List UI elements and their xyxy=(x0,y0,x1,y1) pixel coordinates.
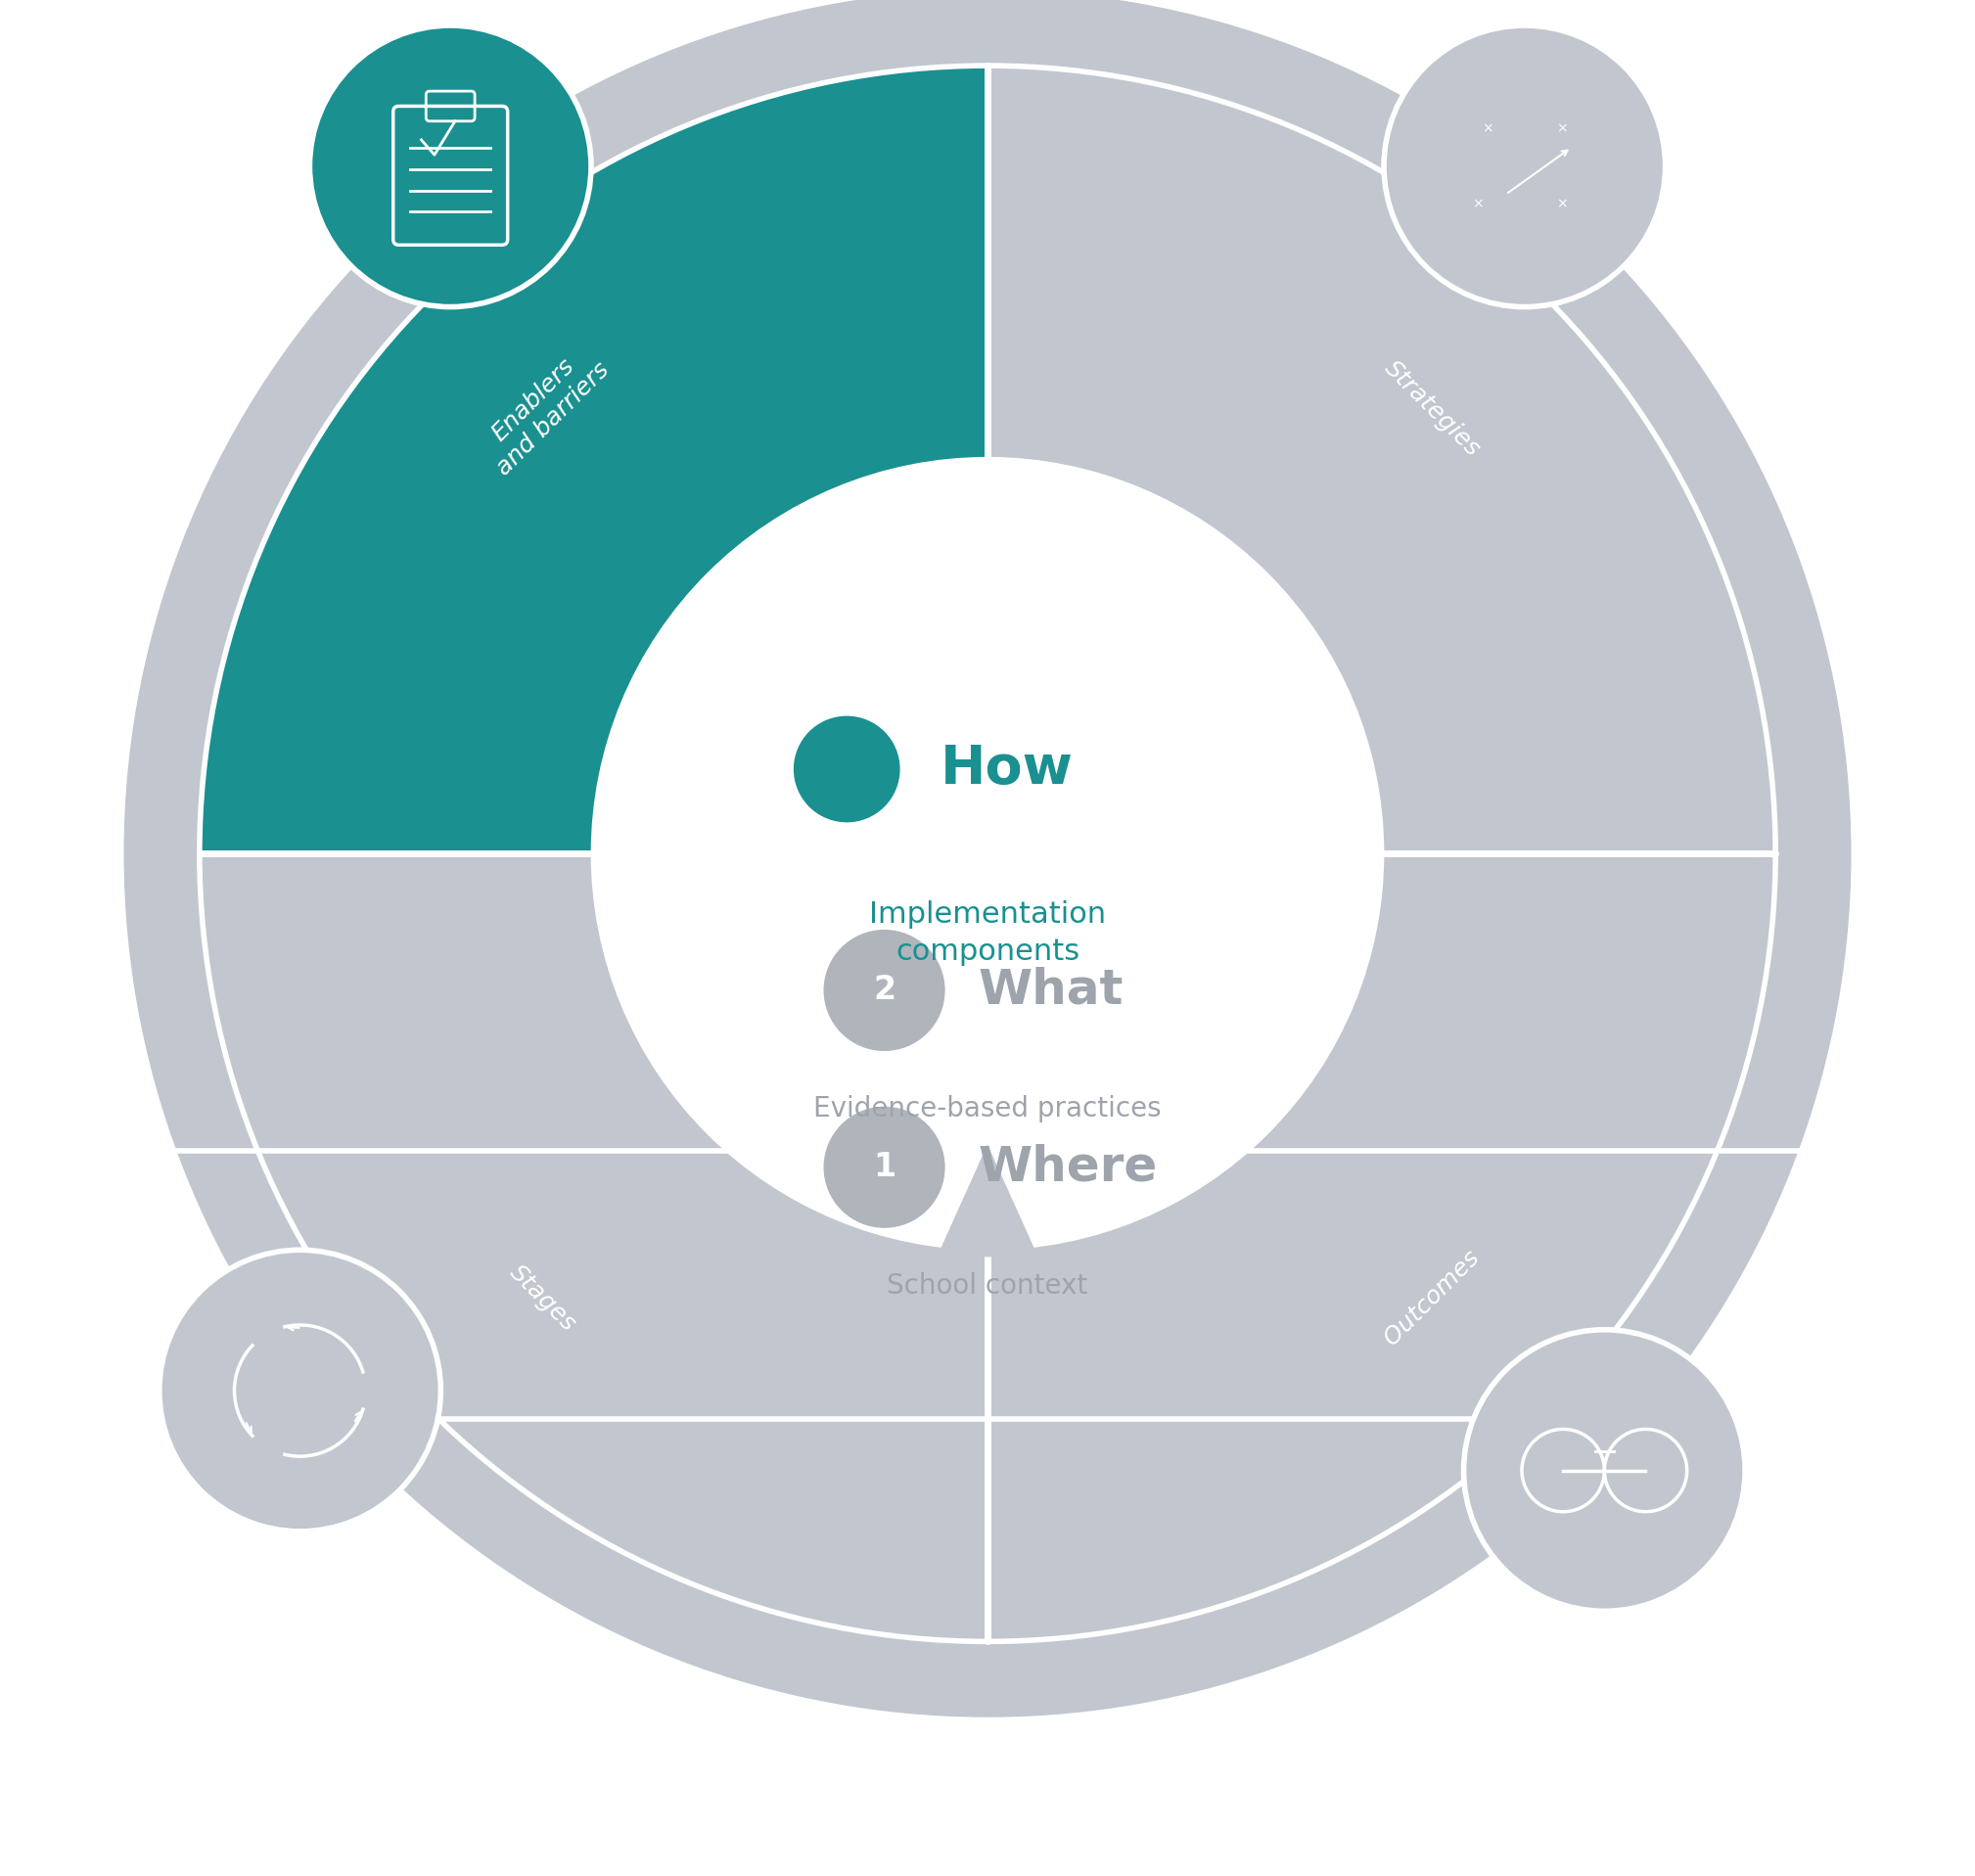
Text: Outcomes: Outcomes xyxy=(1381,1246,1483,1351)
Text: Enablers
and barriers: Enablers and barriers xyxy=(472,338,614,480)
Text: Where: Where xyxy=(978,1144,1157,1191)
Wedge shape xyxy=(988,66,1776,854)
Text: What: What xyxy=(978,966,1124,1013)
Circle shape xyxy=(824,930,944,1051)
Wedge shape xyxy=(199,854,988,1642)
Text: 1: 1 xyxy=(873,1152,895,1184)
Circle shape xyxy=(794,717,899,822)
Circle shape xyxy=(1463,1330,1746,1611)
Text: ×: × xyxy=(1556,122,1568,135)
Circle shape xyxy=(310,26,591,308)
Text: How: How xyxy=(940,743,1074,795)
Text: Implementation
components: Implementation components xyxy=(869,900,1106,966)
Text: Stages: Stages xyxy=(506,1261,581,1336)
Text: ×: × xyxy=(1471,197,1483,210)
Text: ×: × xyxy=(1481,122,1493,135)
Circle shape xyxy=(1384,26,1665,308)
Text: Strategies: Strategies xyxy=(1379,356,1485,461)
Text: School context: School context xyxy=(887,1272,1088,1300)
Polygon shape xyxy=(936,1144,1039,1257)
Text: Evidence-based practices: Evidence-based practices xyxy=(814,1096,1161,1122)
Text: ×: × xyxy=(1556,197,1568,210)
Circle shape xyxy=(124,0,1851,1717)
Circle shape xyxy=(160,1249,440,1531)
Text: 2: 2 xyxy=(873,974,895,1007)
Circle shape xyxy=(824,1107,944,1227)
Wedge shape xyxy=(199,66,988,854)
Wedge shape xyxy=(988,854,1776,1642)
Circle shape xyxy=(594,460,1381,1248)
